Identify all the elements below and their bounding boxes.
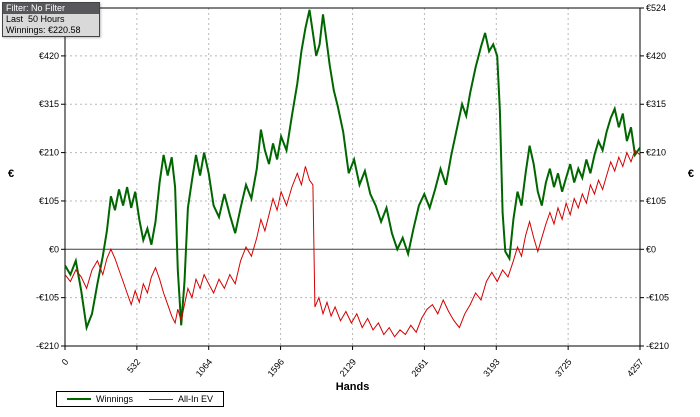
y-tick-label-left: €315 xyxy=(39,99,59,109)
y-tick-label-left: -€105 xyxy=(36,293,59,303)
y-tick-label-left: €105 xyxy=(39,196,59,206)
y-tick-label-right: €0 xyxy=(646,244,656,254)
x-tick-label: 0 xyxy=(60,357,71,367)
x-axis-title: Hands xyxy=(335,381,370,393)
filter-info-box: Filter: No Filter Last 50 Hours Winnings… xyxy=(2,2,100,37)
session-duration-label: Last 50 Hours xyxy=(3,14,99,25)
filter-label: Filter: No Filter xyxy=(3,3,99,14)
y-tick-label-left: -€210 xyxy=(36,341,59,351)
y-tick-label-right: €210 xyxy=(646,148,666,158)
winnings-series-line xyxy=(64,9,641,332)
y-tick-label-right: €315 xyxy=(646,99,666,109)
x-tick-label: 3193 xyxy=(481,357,502,379)
y-axis-title-right: € xyxy=(687,168,694,180)
x-tick-label: 3725 xyxy=(553,357,574,379)
legend-item-allin-ev: All-In EV xyxy=(149,394,213,404)
y-tick-label-right: €524 xyxy=(646,3,666,13)
winnings-total-label: Winnings: €220.58 xyxy=(3,25,99,36)
y-tick-label-right: €420 xyxy=(646,51,666,61)
legend: Winnings All-In EV xyxy=(56,391,225,407)
y-tick-label-left: €420 xyxy=(39,51,59,61)
y-axis-title-left: € xyxy=(8,168,15,180)
y-tick-label-right: €105 xyxy=(646,196,666,206)
y-tick-label-left: €210 xyxy=(39,148,59,158)
legend-label-allin-ev: All-In EV xyxy=(178,394,214,404)
x-tick-label: 2661 xyxy=(409,357,430,379)
legend-label-winnings: Winnings xyxy=(96,394,134,404)
y-tick-label-left: €0 xyxy=(49,244,59,254)
x-tick-label: 4257 xyxy=(625,357,646,379)
y-tick-label-right: -€105 xyxy=(646,293,669,303)
allin-ev-line-swatch xyxy=(149,398,174,400)
x-tick-label: 2129 xyxy=(338,357,359,379)
x-tick-label: 1596 xyxy=(266,357,287,379)
y-tick-label-right: -€210 xyxy=(646,341,669,351)
x-tick-label: 532 xyxy=(125,357,142,375)
x-tick-label: 1064 xyxy=(194,357,215,379)
winnings-line-swatch xyxy=(67,398,91,400)
legend-item-winnings: Winnings xyxy=(67,394,133,404)
all-in-ev-series-line xyxy=(64,149,641,338)
